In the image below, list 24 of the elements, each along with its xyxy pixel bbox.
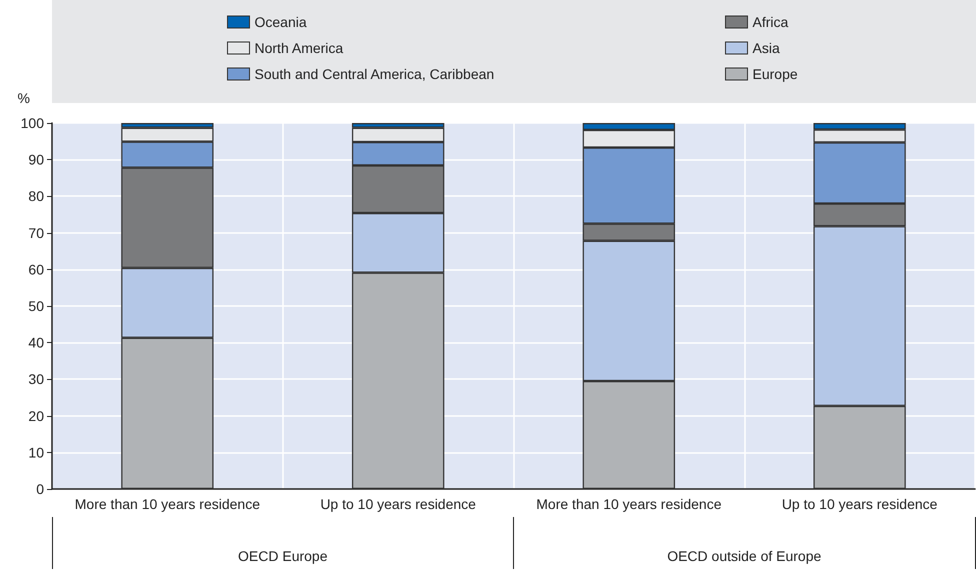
y-tick-label: 60 [28,261,44,278]
legend-label: Europe [752,66,798,82]
y-tick-label: 50 [28,298,44,314]
y-tick-label: 20 [28,408,44,424]
x-tick-label: More than 10 years residence [536,496,722,512]
legend-label: Oceania [254,14,307,30]
y-tick-label: 30 [28,371,44,388]
y-tick-label: 100 [20,115,44,131]
y-tick-label: 90 [28,152,44,168]
y-tick-label: 70 [28,224,44,241]
legend-label: Asia [752,40,780,56]
x-tick-label: Up to 10 years residence [782,496,938,512]
text: OECD outside of Europe [667,548,822,564]
legend-label: South and Central America, Caribbean [254,66,494,82]
y-tick-label: 40 [28,334,44,351]
legend-label: North America [254,40,344,56]
y-axis-title: % [18,90,30,106]
y-tick-label: 10 [28,444,44,460]
y-tick-label: 80 [28,188,44,204]
x-tick-label: More than 10 years residence [74,496,260,512]
x-tick-label: Up to 10 years residence [320,496,476,512]
legend-label: Africa [752,14,788,30]
text: OECD Europe [238,548,328,564]
y-tick-label: 0 [36,481,44,497]
